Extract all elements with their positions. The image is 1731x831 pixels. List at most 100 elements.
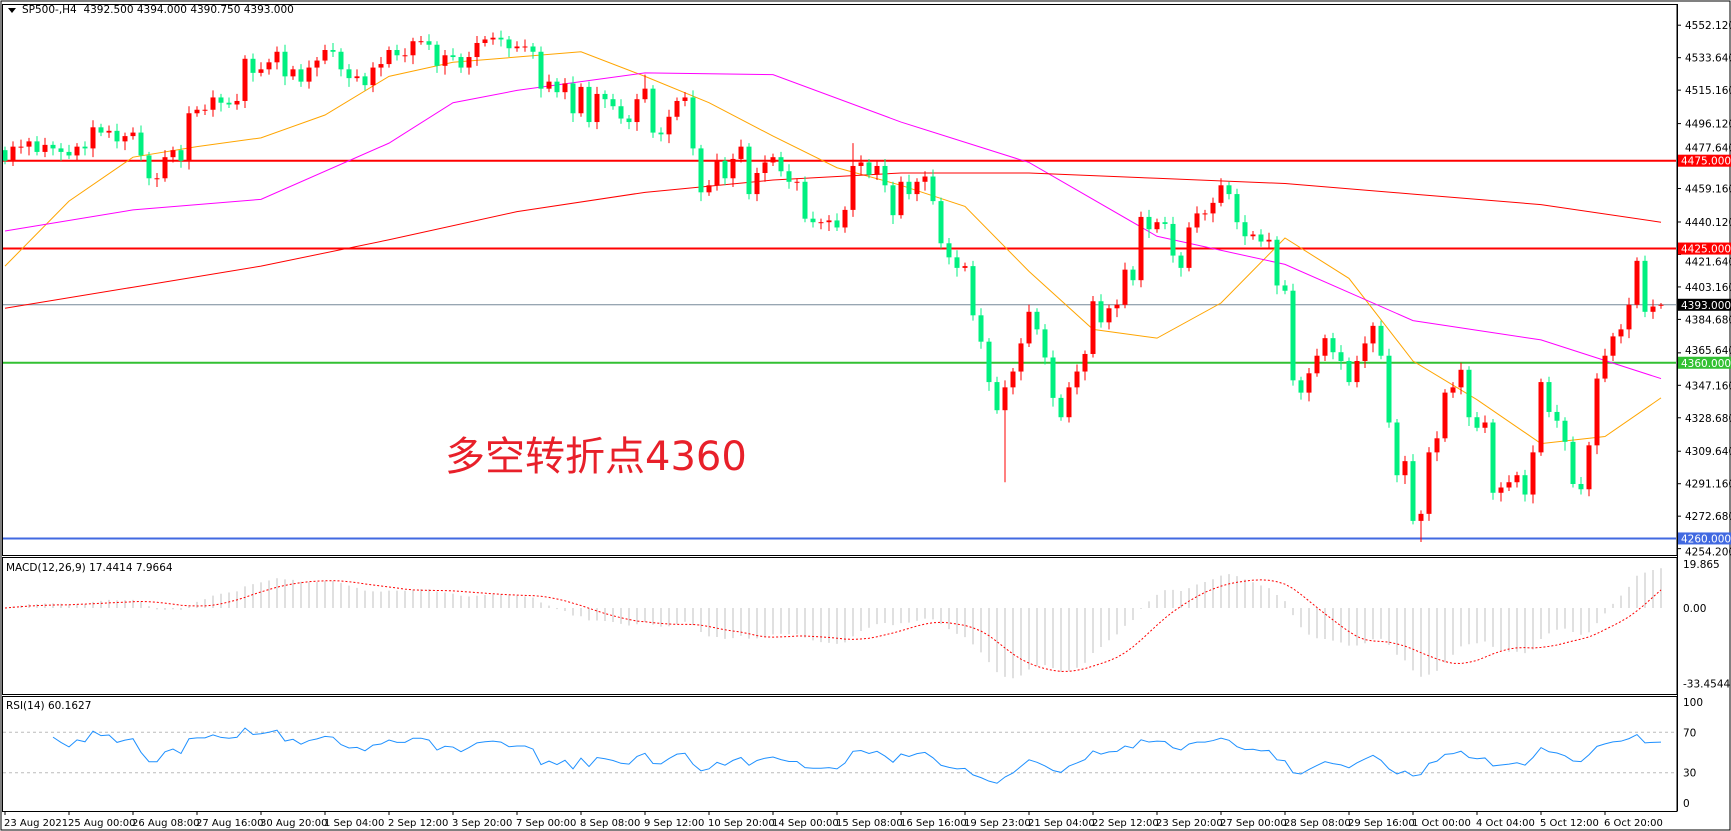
candle-body <box>1330 338 1336 353</box>
candle <box>850 143 856 217</box>
candle-body <box>1626 304 1632 330</box>
candle <box>1298 376 1304 400</box>
candle-body <box>1210 202 1216 214</box>
candle <box>1570 436 1576 488</box>
candle <box>418 35 424 45</box>
candle <box>1082 350 1088 381</box>
candle-body <box>954 257 960 268</box>
y-tick-label: 4347.160 <box>1685 380 1731 392</box>
price-tag-label: 4360.000 <box>1681 358 1731 370</box>
candle-body <box>866 162 872 175</box>
candle <box>930 169 936 205</box>
candle-body <box>834 220 840 228</box>
candle-body <box>1106 308 1112 323</box>
candle <box>90 120 96 158</box>
candle-body <box>1018 343 1024 372</box>
candle-body <box>170 150 176 158</box>
candle-body <box>586 86 592 123</box>
candle <box>706 180 712 196</box>
candle-body <box>194 109 200 114</box>
candle <box>618 99 624 124</box>
candle <box>1034 308 1040 335</box>
candle <box>610 93 616 110</box>
candle-body <box>938 201 944 244</box>
candle-body <box>1050 357 1056 398</box>
candle <box>970 260 976 321</box>
candle <box>786 164 792 189</box>
x-tick-label: 27 Aug 16:00 <box>196 818 263 829</box>
candle <box>818 218 824 230</box>
candle <box>162 150 168 182</box>
candle <box>1538 378 1544 456</box>
candle-body <box>18 146 24 148</box>
candle <box>362 72 368 91</box>
candle <box>1618 324 1624 344</box>
candle-body <box>266 62 272 70</box>
candle <box>210 90 216 117</box>
candle <box>178 144 184 168</box>
candle <box>1106 304 1112 330</box>
y-tick-label: 4272.680 <box>1685 511 1731 523</box>
candle-body <box>738 146 744 159</box>
candle <box>1058 394 1064 421</box>
candle <box>378 57 384 77</box>
candle-body <box>466 57 472 68</box>
candle-body <box>234 100 240 105</box>
candle-body <box>730 158 736 179</box>
candle-body <box>394 50 400 56</box>
candle-body <box>1258 234 1264 242</box>
candle <box>1362 336 1368 369</box>
candle-body <box>882 165 888 186</box>
candle <box>1642 255 1648 318</box>
candle-body <box>1410 461 1416 521</box>
candle-body <box>226 102 232 105</box>
candle <box>914 178 920 202</box>
candle-body <box>34 141 40 152</box>
candle <box>810 211 816 228</box>
candle <box>1010 368 1016 395</box>
candle-body <box>1162 222 1168 224</box>
candle <box>1490 418 1496 500</box>
candle-body <box>578 86 584 114</box>
candle <box>170 146 176 163</box>
x-tick-label: 14 Sep 00:00 <box>772 818 839 829</box>
candle <box>226 97 232 108</box>
candle-body <box>1426 452 1432 514</box>
candle <box>1322 334 1328 361</box>
candle-body <box>1450 387 1456 393</box>
candle <box>258 62 264 77</box>
candle-body <box>914 181 920 195</box>
candle-body <box>42 144 48 152</box>
candle-body <box>1218 185 1224 203</box>
candle-body <box>458 57 464 68</box>
candle-body <box>282 51 288 77</box>
candle-body <box>1490 422 1496 493</box>
candle-body <box>90 127 96 149</box>
y-tick-label: 4421.640 <box>1685 257 1731 269</box>
candle <box>74 143 80 161</box>
candle <box>962 262 968 272</box>
candle-body <box>1546 382 1552 412</box>
candle <box>314 57 320 77</box>
candle-body <box>1178 255 1184 268</box>
candle <box>1330 332 1336 360</box>
candle-body <box>794 181 800 183</box>
candle-body <box>1058 397 1064 418</box>
candle <box>1114 299 1120 318</box>
candle <box>410 37 416 65</box>
candle <box>1282 280 1288 295</box>
dropdown-triangle-icon[interactable] <box>8 7 16 13</box>
x-tick-label: 8 Sep 08:00 <box>580 818 640 829</box>
x-tick-label: 5 Oct 12:00 <box>1540 818 1599 829</box>
candle-body <box>98 127 104 133</box>
candle-body <box>618 106 624 119</box>
candle-body <box>906 181 912 195</box>
candle-body <box>1586 445 1592 490</box>
candle-body <box>210 97 216 110</box>
candle <box>1658 303 1664 309</box>
candle <box>1338 345 1344 370</box>
candle <box>1266 232 1272 249</box>
candle <box>1002 380 1008 483</box>
